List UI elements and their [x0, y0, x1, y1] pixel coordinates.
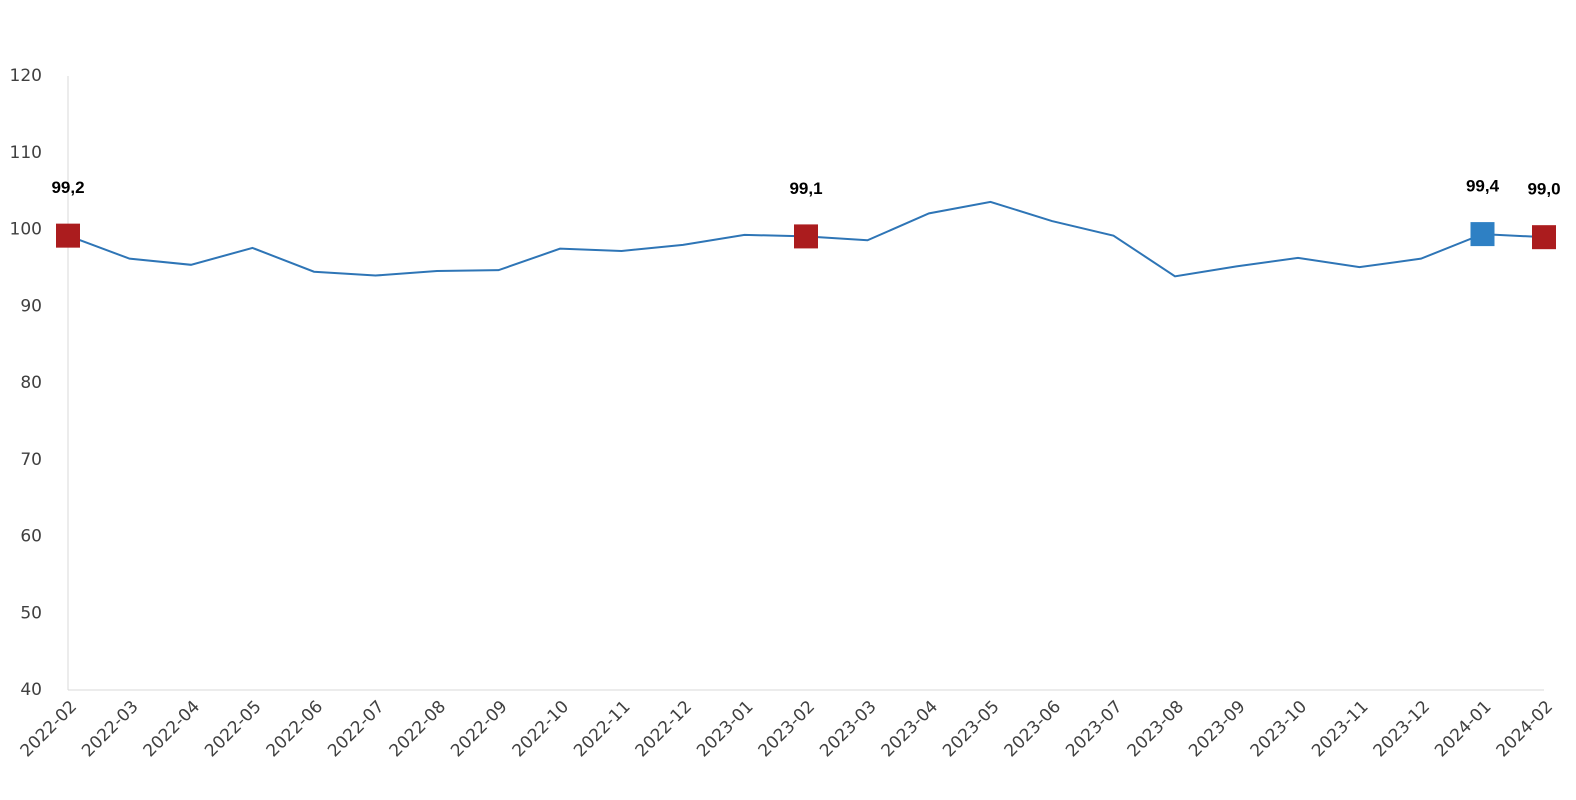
x-tick-label: 2023-06: [1001, 697, 1065, 761]
y-tick-label: 50: [20, 603, 42, 623]
marker: [1532, 225, 1556, 250]
data-label: 99,4: [1466, 177, 1500, 196]
x-tick-label: 2022-03: [78, 697, 142, 761]
y-tick-label: 60: [20, 527, 42, 547]
y-tick-label: 80: [20, 373, 42, 393]
marker: [794, 224, 818, 249]
x-tick-label: 2022-12: [632, 697, 696, 761]
x-tick-label: 2022-10: [509, 697, 573, 761]
y-tick-label: 120: [10, 66, 42, 86]
data-label: 99,2: [51, 178, 84, 197]
marker: [1470, 222, 1495, 247]
x-tick-label: 2022-07: [324, 697, 388, 761]
x-tick-label: 2022-05: [201, 697, 265, 761]
x-tick-label: 2022-06: [263, 697, 327, 761]
x-tick-label: 2023-10: [1247, 697, 1311, 761]
x-tick-label: 2022-08: [386, 697, 450, 761]
x-tick-label: 2022-02: [17, 697, 81, 761]
x-tick-label: 2023-03: [816, 697, 880, 761]
y-tick-label: 70: [20, 450, 42, 470]
y-tick-label: 100: [10, 220, 42, 240]
x-tick-label: 2023-09: [1185, 697, 1249, 761]
x-tick-label: 2022-09: [447, 697, 511, 761]
data-label: 99,1: [789, 179, 822, 198]
x-tick-label: 2024-01: [1431, 697, 1495, 761]
marker: [56, 223, 80, 248]
x-tick-label: 2023-07: [1062, 697, 1126, 761]
x-tick-label: 2024-02: [1493, 697, 1557, 761]
x-tick-label: 2023-08: [1124, 697, 1188, 761]
x-tick-label: 2023-02: [755, 697, 819, 761]
x-tick-label: 2022-11: [570, 697, 634, 761]
x-tick-label: 2023-12: [1370, 697, 1434, 761]
y-tick-label: 90: [20, 296, 42, 316]
x-tick-label: 2023-11: [1308, 697, 1372, 761]
x-tick-label: 2023-01: [693, 697, 757, 761]
x-tick-label: 2023-04: [878, 697, 942, 761]
y-tick-label: 40: [20, 680, 42, 700]
x-tick-label: 2022-04: [140, 697, 204, 761]
x-tick-label: 2023-05: [939, 697, 1003, 761]
y-tick-label: 110: [10, 143, 42, 163]
data-label: 99,0: [1527, 180, 1560, 199]
